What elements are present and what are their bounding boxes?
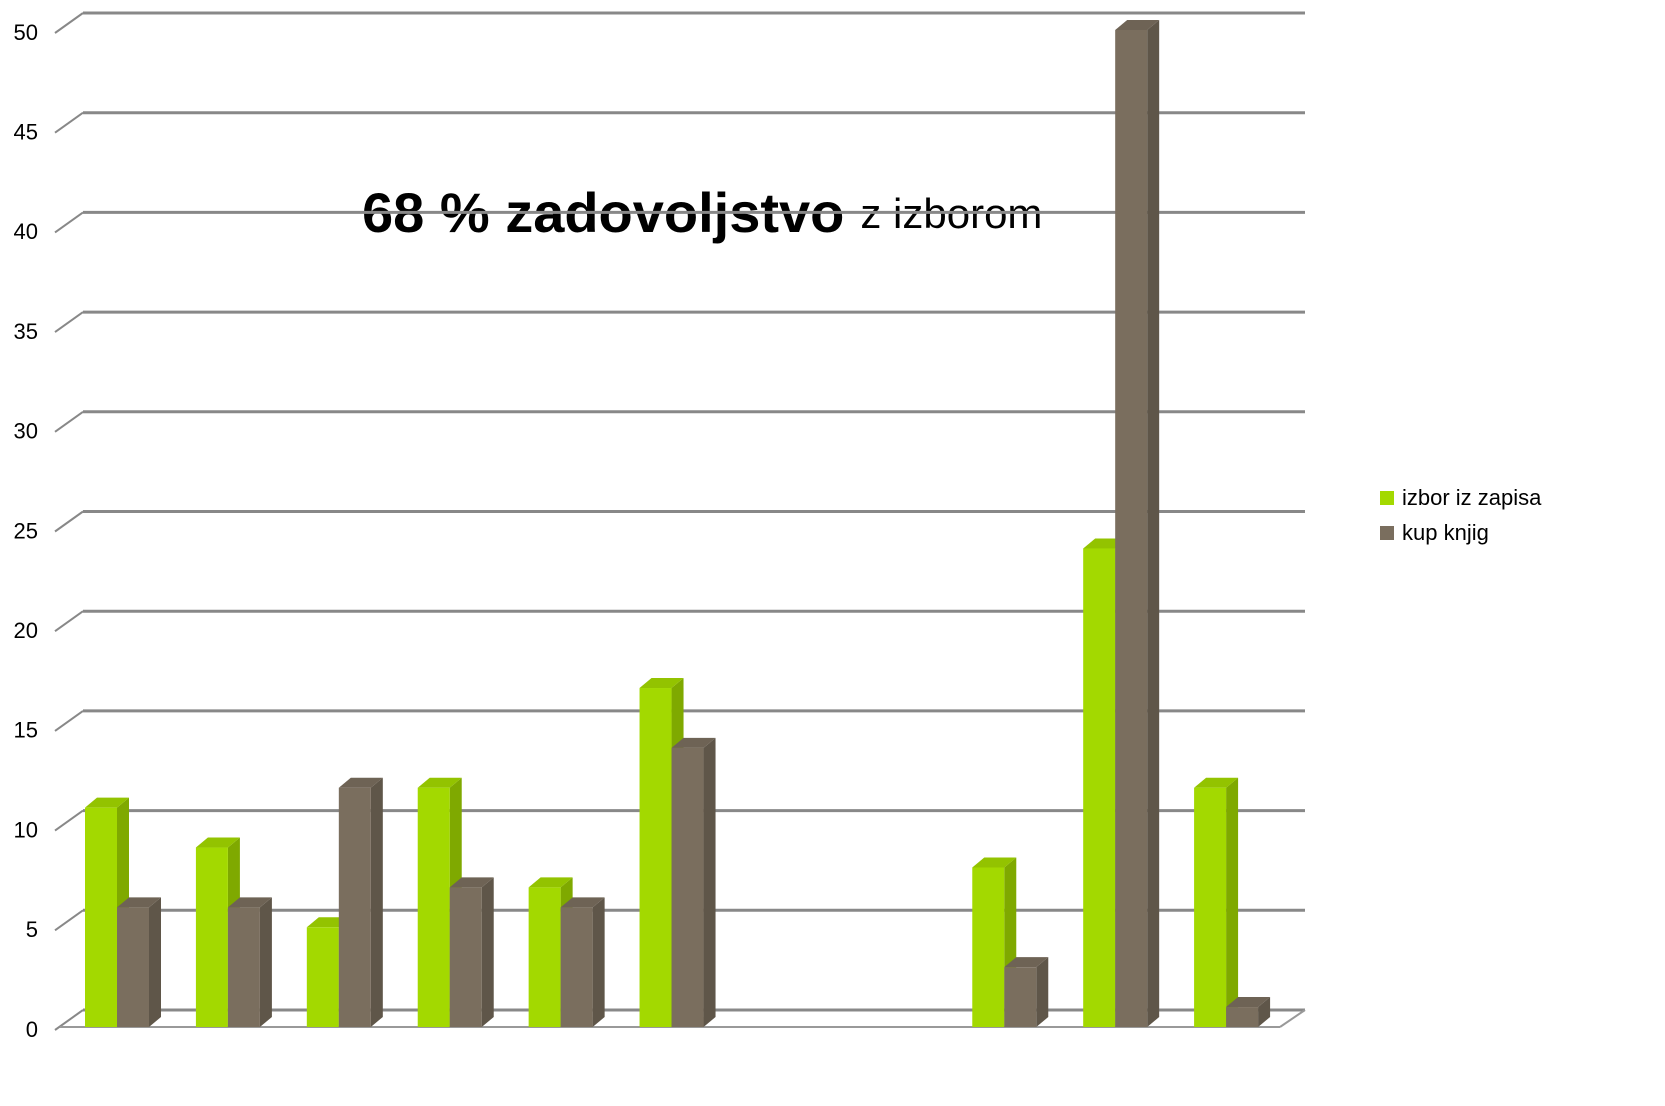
y-tick-label: 25 (14, 518, 38, 543)
y-tick-label: 20 (14, 618, 38, 643)
y-tick-label: 10 (14, 817, 38, 842)
bars (85, 20, 1271, 1027)
bar (1226, 1007, 1259, 1027)
tick-mark (54, 111, 84, 134)
bar-top (1004, 957, 1049, 968)
bar-top (227, 897, 272, 908)
legend-label: kup knjig (1402, 520, 1489, 545)
bar-top (85, 797, 129, 808)
tick-mark (54, 1009, 84, 1031)
bar (195, 847, 228, 1027)
bar (671, 747, 704, 1027)
y-tick-label: 35 (14, 319, 38, 344)
legend-swatch (1380, 526, 1394, 540)
bar (449, 887, 482, 1027)
bar (560, 907, 593, 1027)
y-tick-label: 40 (14, 219, 38, 244)
bar-top (117, 897, 161, 908)
bar (417, 787, 450, 1027)
tick-mark (54, 12, 84, 34)
y-tick-label: 45 (14, 120, 38, 145)
bar-top (417, 777, 462, 788)
bar-side (370, 777, 383, 1027)
bar-top (195, 837, 240, 848)
bar (1004, 967, 1037, 1027)
bar-top (639, 678, 684, 689)
y-tick-label: 5 (26, 917, 38, 942)
bar-side (481, 877, 494, 1027)
y-tick-label: 0 (26, 1017, 38, 1042)
bar-top (1115, 20, 1160, 30)
tick-mark (54, 909, 84, 932)
tick-mark (54, 211, 84, 234)
floor-edge (1279, 1009, 1306, 1028)
bar-side (592, 897, 605, 1027)
y-tick-label: 30 (14, 419, 38, 444)
bar-top (560, 897, 605, 908)
bar (306, 927, 339, 1027)
bar (528, 887, 561, 1027)
y-tick-label: 50 (14, 20, 38, 45)
bar (972, 867, 1005, 1027)
bar-top (338, 777, 383, 788)
bar (639, 688, 672, 1027)
tick-mark (54, 311, 84, 333)
bar (1115, 30, 1148, 1027)
bar (227, 907, 260, 1027)
tick-mark (54, 610, 84, 633)
tick-mark (54, 710, 84, 732)
bar-top (1226, 997, 1271, 1008)
tick-mark (54, 809, 84, 832)
bar-top (449, 877, 494, 888)
bar-side (1258, 997, 1271, 1027)
bar-side (703, 737, 716, 1027)
bar (1083, 548, 1116, 1027)
bar-side (1226, 777, 1239, 1027)
bar (117, 907, 149, 1027)
bar-top (671, 737, 716, 748)
bar (1194, 787, 1227, 1027)
tick-mark (54, 410, 84, 433)
bar-top (972, 857, 1017, 868)
bar-side (259, 897, 272, 1027)
bar-top (528, 877, 573, 888)
y-tick-label: 15 (14, 718, 38, 743)
bar-side (1036, 957, 1049, 1027)
bar (85, 807, 117, 1027)
bar-side (1147, 20, 1160, 1027)
bar (338, 787, 371, 1027)
bar-top (1194, 777, 1239, 788)
tick-mark (54, 510, 84, 533)
legend-label: izbor iz zapisa (1402, 485, 1542, 510)
legend-swatch (1380, 491, 1394, 505)
bar-side (149, 897, 161, 1027)
